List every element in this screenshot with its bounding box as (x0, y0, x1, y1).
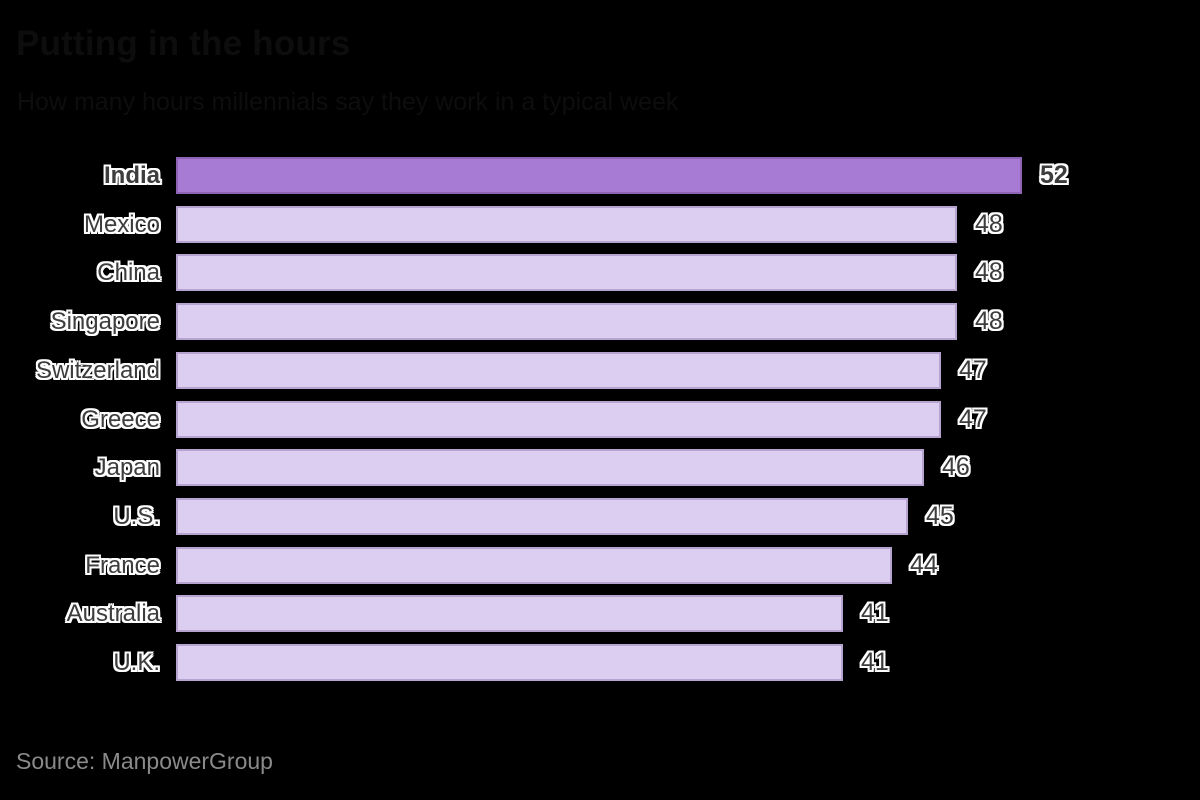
bar-value-label: 48 (975, 210, 1003, 238)
bar (176, 303, 957, 340)
bar-category-label: France (85, 552, 160, 579)
bar-category-label: Japan (94, 454, 160, 481)
chart-subtitle: How many hours millennials say they work… (17, 88, 679, 116)
bar-value-label: 48 (975, 258, 1003, 286)
bar-row: Switzerland 47 (0, 352, 1200, 389)
bar (176, 206, 957, 243)
bar-value-label: 41 (861, 599, 889, 627)
bar-value-label: 44 (910, 551, 938, 579)
chart-title: Putting in the hours (16, 24, 351, 63)
bar-value-label: 41 (861, 648, 889, 676)
bar-row: U.K. 41 (0, 644, 1200, 681)
bar-category-label: Australia (66, 600, 160, 627)
bar-row: Australia 41 (0, 595, 1200, 632)
bar (176, 449, 924, 486)
bar (176, 401, 941, 438)
bar-value-label: 52 (1040, 161, 1068, 189)
bar-category-label: Greece (81, 406, 160, 433)
bar-row: U.S. 45 (0, 498, 1200, 535)
bar (176, 547, 892, 584)
bar-category-label: India (103, 162, 160, 189)
source-credit: Source: ManpowerGroup (16, 748, 273, 774)
bar-row: Mexico 48 (0, 206, 1200, 243)
bar-category-label: Switzerland (35, 357, 160, 384)
bar-value-label: 47 (959, 405, 987, 433)
bar-row: France 44 (0, 547, 1200, 584)
bar (176, 644, 843, 681)
bar (176, 254, 957, 291)
bar-category-label: Singapore (50, 308, 160, 335)
bar-category-label: U.K. (113, 649, 160, 676)
bar-value-label: 48 (975, 307, 1003, 335)
bar (176, 595, 843, 632)
bar-row: Greece 47 (0, 401, 1200, 438)
bar-row: China 48 (0, 254, 1200, 291)
bar-value-label: 47 (959, 356, 987, 384)
bar (176, 352, 941, 389)
bar-category-label: Mexico (83, 211, 160, 238)
bar (176, 157, 1022, 194)
bar-value-label: 45 (926, 502, 954, 530)
bar-row: Japan 46 (0, 449, 1200, 486)
bar-category-label: U.S. (113, 503, 160, 530)
bar-value-label: 46 (942, 453, 970, 481)
bar-row: India 52 (0, 157, 1200, 194)
bar (176, 498, 908, 535)
bar-row: Singapore 48 (0, 303, 1200, 340)
bar-category-label: China (97, 259, 160, 286)
